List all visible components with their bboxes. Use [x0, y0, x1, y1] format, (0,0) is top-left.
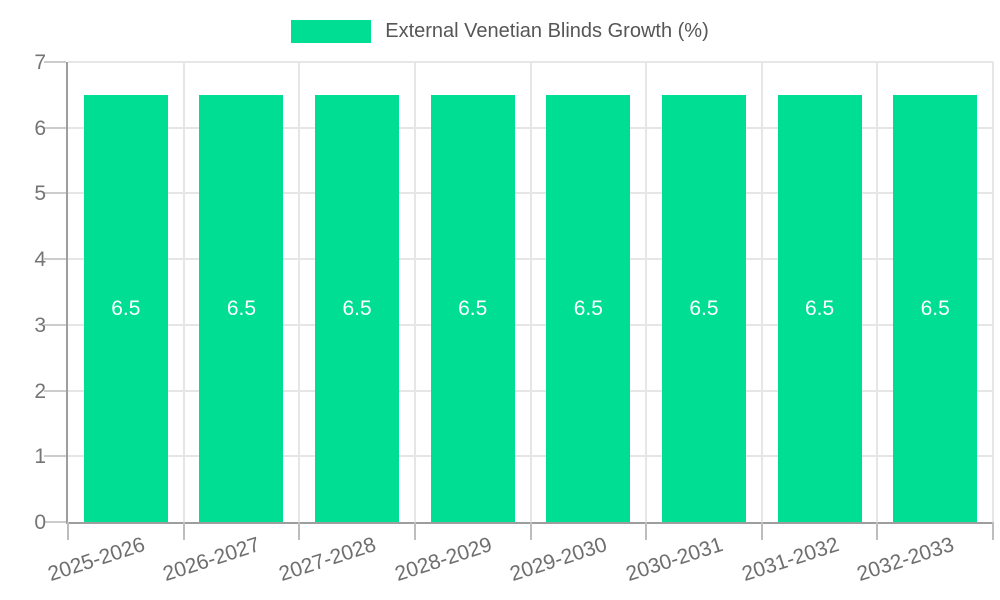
- legend-label: External Venetian Blinds Growth (%): [385, 20, 709, 42]
- bar: 6.5: [546, 94, 631, 522]
- bar: 6.5: [199, 94, 284, 522]
- legend-swatch: [291, 20, 372, 43]
- gridline-v: [529, 62, 532, 522]
- y-axis-line: [66, 62, 68, 522]
- gridline-v: [298, 62, 301, 522]
- bar: 6.5: [893, 94, 978, 522]
- y-axis-tick-label: 0: [34, 511, 46, 534]
- x-axis-label: 2026-2027: [160, 533, 264, 586]
- y-tick-mark: [44, 61, 66, 63]
- legend-item[interactable]: External Venetian Blinds Growth (%): [291, 20, 709, 43]
- gridline-v: [645, 62, 648, 522]
- y-tick-mark: [44, 258, 66, 261]
- gridline-v: [413, 62, 416, 522]
- y-tick-mark: [44, 192, 66, 195]
- bar-value-label: 6.5: [458, 297, 488, 321]
- bar: 6.5: [777, 94, 862, 522]
- y-axis-tick-label: 6: [34, 116, 46, 140]
- bar-value-label: 6.5: [342, 297, 372, 321]
- x-tick-mark: [760, 522, 763, 540]
- y-axis-tick-label: 3: [34, 313, 46, 337]
- y-tick-mark: [44, 323, 66, 326]
- bar: 6.5: [661, 94, 746, 522]
- x-tick-mark: [529, 522, 532, 540]
- y-axis-tick-label: 7: [34, 51, 46, 74]
- y-axis-tick-label: 5: [34, 182, 46, 206]
- x-tick-mark: [67, 522, 69, 540]
- plot-area: 0 1 2 3 4 5 6 7 6.5 2025-2026 6.5 2026-2027 6.5 2027-…: [34, 52, 994, 586]
- x-tick-mark: [298, 522, 301, 540]
- x-axis-label: 2030-2031: [623, 533, 726, 586]
- y-axis-tick-label: 1: [34, 445, 46, 469]
- x-axis-label: 2032-2033: [854, 533, 957, 586]
- x-tick-mark: [992, 522, 994, 540]
- chart-legend: External Venetian Blinds Growth (%): [0, 20, 1000, 43]
- y-tick-mark: [44, 389, 66, 392]
- x-axis-label: 2029-2030: [507, 533, 611, 586]
- gridline-v: [182, 62, 185, 522]
- bar-value-label: 6.5: [920, 297, 950, 321]
- y-tick-mark: [44, 126, 66, 129]
- gridline-v: [992, 62, 994, 522]
- y-axis-tick-label: 2: [34, 379, 46, 403]
- bar-value-label: 6.5: [111, 297, 141, 321]
- y-tick-mark: [44, 455, 66, 458]
- bar: 6.5: [315, 94, 400, 522]
- x-tick-mark: [182, 522, 185, 540]
- x-axis-label: 2031-2032: [738, 533, 842, 586]
- y-tick-mark: [44, 521, 66, 523]
- x-axis-label: 2025-2026: [44, 533, 148, 586]
- x-tick-mark: [413, 522, 416, 540]
- bar-value-label: 6.5: [573, 297, 603, 321]
- x-axis-label: 2028-2029: [391, 533, 495, 586]
- bar: 6.5: [83, 94, 168, 522]
- bar: 6.5: [430, 94, 515, 522]
- x-axis-label: 2027-2028: [276, 533, 379, 586]
- x-tick-mark: [876, 522, 879, 540]
- gridline-v: [876, 62, 879, 522]
- gridline-v: [760, 62, 763, 522]
- x-tick-mark: [645, 522, 648, 540]
- bar-value-label: 6.5: [804, 297, 835, 321]
- bar-value-label: 6.5: [226, 297, 257, 321]
- bar-value-label: 6.5: [689, 297, 719, 321]
- y-axis-tick-label: 4: [34, 248, 46, 272]
